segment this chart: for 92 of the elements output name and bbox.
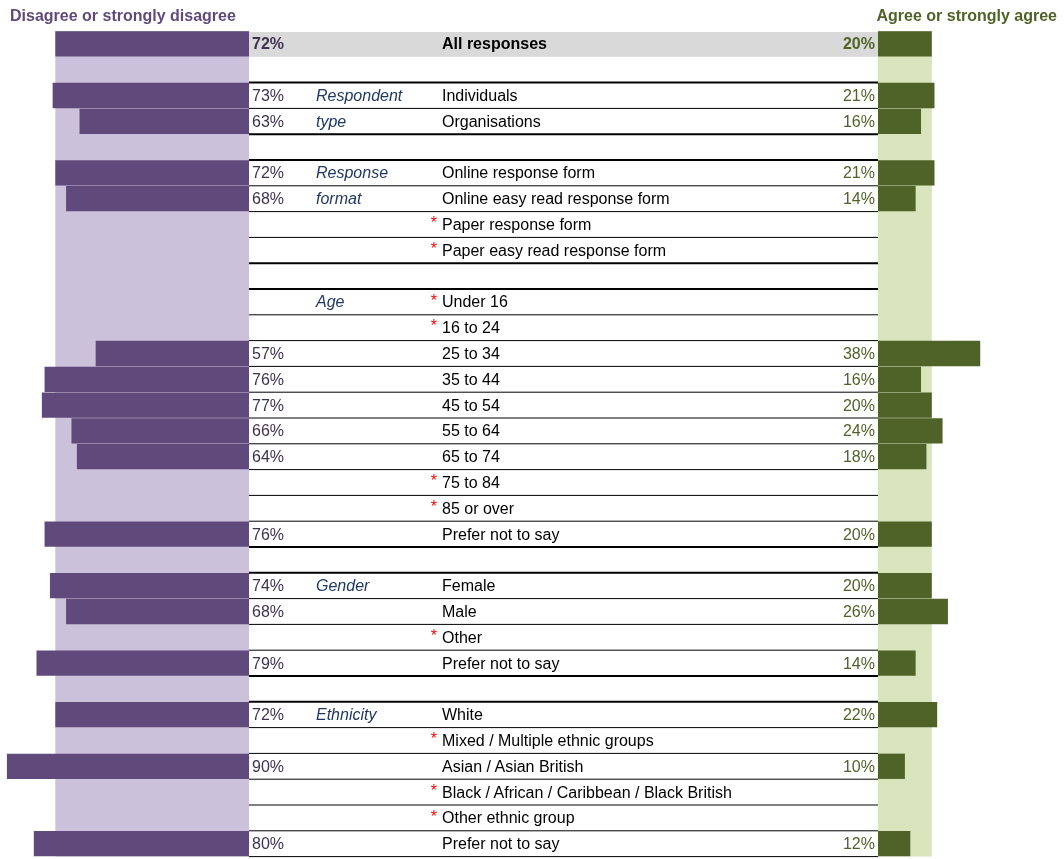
data-label: 10% (842, 757, 875, 775)
data-label: 20% (842, 396, 875, 414)
data-label: 77% (252, 396, 285, 414)
y-tick-label: Male (442, 603, 477, 620)
y-tick-label: Female (442, 577, 496, 595)
bar (878, 831, 911, 857)
y2-tick-label: format (316, 190, 362, 208)
y-tick-label: Prefer not to say (442, 835, 560, 853)
bar (878, 31, 932, 57)
y2-tick-label: type (316, 112, 347, 130)
text: * (430, 730, 437, 748)
data-label: 72% (252, 35, 285, 53)
y-tick-label: Individuals (442, 87, 518, 104)
data-label: 21% (842, 87, 875, 104)
bar (36, 650, 249, 676)
text: * (430, 239, 437, 257)
data-label: 20% (842, 525, 875, 543)
data-label: 80% (252, 835, 285, 853)
series-label: Disagree or strongly disagree (10, 6, 236, 24)
data-label: 18% (842, 448, 875, 466)
text: * (430, 807, 437, 825)
y-tick-label: Other ethnic group (442, 809, 575, 827)
y-tick-label: 85 or over (442, 499, 515, 517)
data-label: 74% (252, 577, 285, 595)
text: * (430, 317, 437, 335)
text: * (430, 291, 437, 309)
data-label: 26% (842, 603, 875, 620)
text: * (430, 626, 437, 644)
bar (6, 753, 249, 779)
y-tick-label: 25 to 34 (442, 345, 500, 362)
y-tick-label: Prefer not to say (442, 525, 560, 543)
data-label: 16% (842, 112, 875, 130)
data-label: 38% (842, 345, 875, 362)
y-tick-label: 16 to 24 (442, 319, 500, 337)
bar (44, 521, 249, 547)
series-label: Agree or strongly agree (876, 6, 1058, 24)
y-tick-label: Under 16 (442, 293, 508, 311)
text: * (430, 214, 437, 232)
y2-tick-label: Gender (316, 577, 371, 595)
data-label: 12% (842, 835, 875, 853)
y2-tick-label: Ethnicity (316, 706, 378, 724)
y2-tick-label: Response (316, 164, 389, 182)
bar (55, 31, 249, 57)
data-label: 24% (842, 422, 875, 440)
data-label: 14% (842, 190, 875, 208)
y-tick-label: White (442, 706, 483, 724)
y-tick-label: 75 to 84 (442, 474, 500, 491)
y-tick-label: Online easy read response form (442, 190, 670, 208)
bar (55, 702, 249, 728)
y-tick-label: Prefer not to say (442, 654, 560, 672)
data-label: 21% (842, 164, 875, 182)
y-tick-label: All responses (442, 35, 548, 53)
y-tick-label: Asian / Asian British (442, 757, 584, 775)
data-label: 73% (252, 87, 285, 104)
y2-tick-label: Age (315, 293, 345, 311)
bar (878, 650, 916, 676)
data-label: 63% (252, 112, 285, 130)
data-label: 76% (252, 370, 285, 388)
text: * (430, 472, 437, 490)
y2-tick-label: Respondent (316, 87, 403, 104)
data-label: 16% (842, 370, 875, 388)
data-label: 22% (842, 706, 875, 724)
bar (878, 521, 932, 547)
data-label: 64% (252, 448, 285, 466)
y-tick-label: Other (442, 628, 483, 646)
data-label: 90% (252, 757, 285, 775)
data-label: 79% (252, 654, 285, 672)
data-label: 72% (252, 164, 285, 182)
y-tick-label: 65 to 74 (442, 448, 500, 466)
data-label: 72% (252, 706, 285, 724)
y-tick-label: 55 to 64 (442, 422, 500, 440)
data-label: 20% (842, 35, 875, 53)
data-label: 68% (252, 603, 285, 620)
y-tick-label: Paper easy read response form (442, 241, 667, 259)
y-tick-label: Organisations (442, 112, 541, 130)
bar (878, 753, 905, 779)
y-tick-label: Online response form (442, 164, 595, 182)
y-tick-label: Mixed / Multiple ethnic groups (442, 732, 654, 749)
data-label: 76% (252, 525, 285, 543)
y-tick-label: 35 to 44 (442, 370, 500, 388)
y-tick-label: 45 to 54 (442, 396, 500, 414)
text: * (430, 781, 437, 799)
y-tick-label: Black / African / Caribbean / Black British (442, 783, 732, 801)
data-label: 57% (252, 345, 285, 362)
bar (878, 702, 938, 728)
y-tick-label: Paper response form (442, 216, 592, 233)
text: * (430, 497, 437, 515)
data-label: 66% (252, 422, 285, 440)
data-label: 68% (252, 190, 285, 208)
data-label: 14% (842, 654, 875, 672)
data-label: 20% (842, 577, 875, 595)
bar (33, 831, 249, 857)
